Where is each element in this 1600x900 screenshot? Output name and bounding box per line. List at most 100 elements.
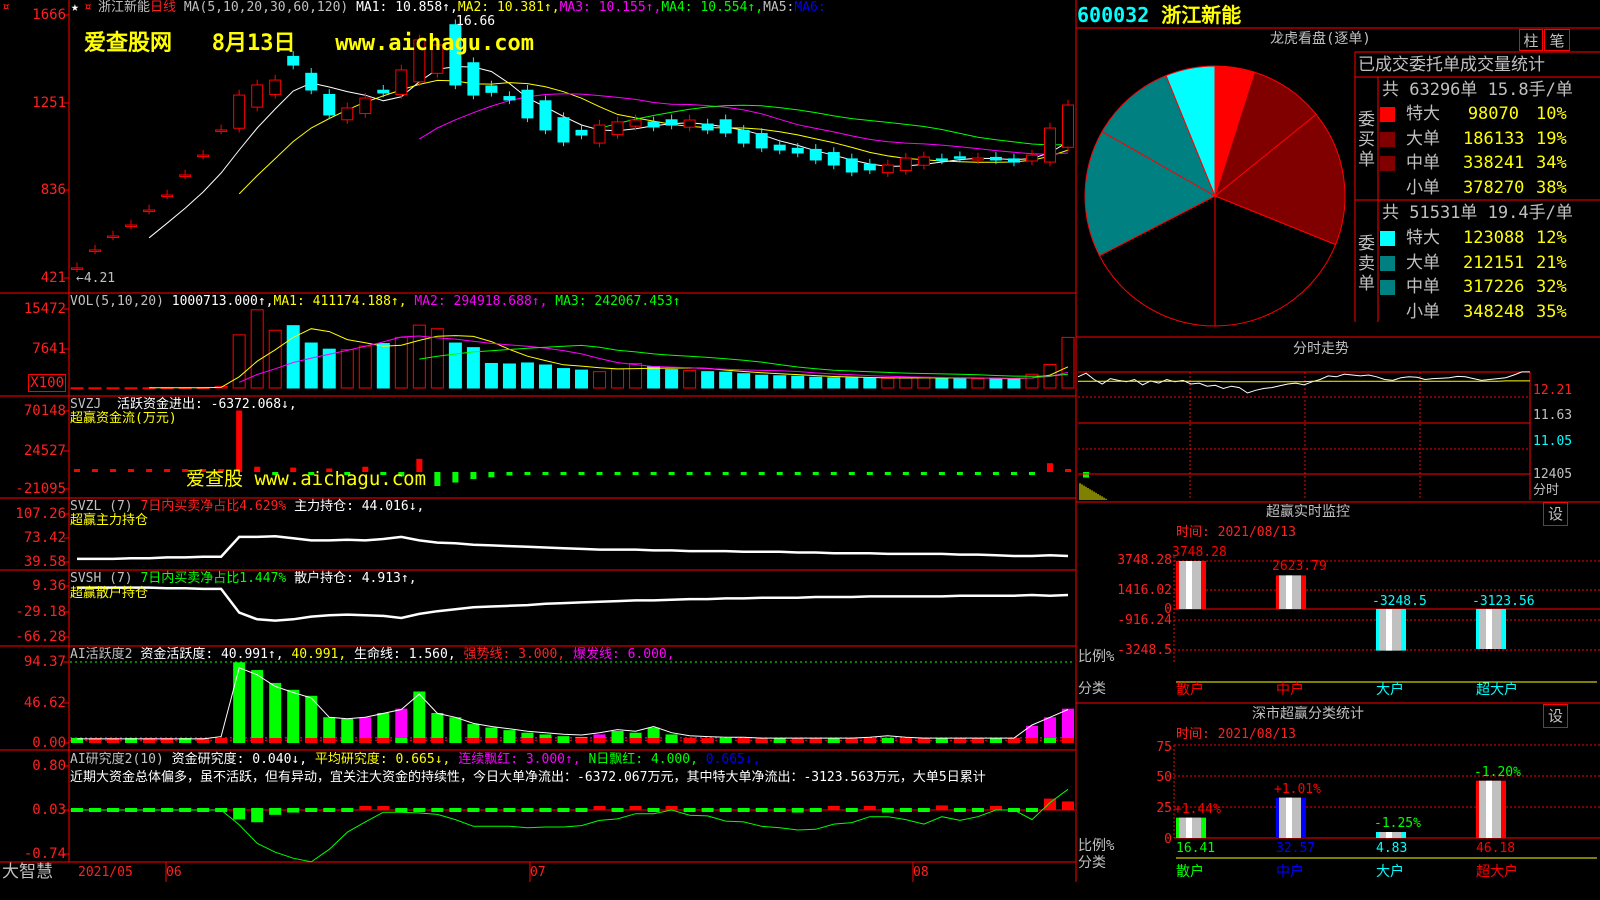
- monitor-title: 超赢实时监控: [1266, 504, 1350, 520]
- ai-active-base-bar: [89, 738, 102, 743]
- stats-title: 已成交委托单成交量统计: [1358, 55, 1545, 75]
- candle-body: [1062, 104, 1074, 148]
- monitor-category[interactable]: 散户: [1176, 682, 1204, 698]
- classify-axis-label: 50: [1156, 770, 1172, 785]
- ai-research-bar: [953, 808, 966, 812]
- monitor-bar-label: 3748.28: [1172, 545, 1227, 560]
- buy-label: 委买单: [1358, 110, 1375, 170]
- ai-active-base-bar: [701, 738, 714, 743]
- svzj-bar: [704, 472, 711, 475]
- candle-body: [971, 157, 984, 161]
- svzj-bar: [812, 472, 819, 475]
- classify-category[interactable]: 散户: [1176, 864, 1204, 880]
- ai-research-bar: [395, 808, 408, 812]
- bar-view-button[interactable]: 柱: [1519, 29, 1543, 51]
- low-price-mark: ←4.21: [76, 271, 116, 286]
- svzj-bar: [956, 472, 963, 475]
- order-percent: 35%: [1536, 301, 1567, 322]
- svzj-bar: [722, 472, 729, 475]
- candle-body: [755, 133, 768, 149]
- intraday-axis-label[interactable]: 分时: [1533, 483, 1560, 498]
- flag-icon: ¤: [2, 0, 10, 15]
- svzl-line: [77, 534, 1069, 561]
- ai-active-bar: [341, 718, 354, 743]
- svsh-subtitle: 超赢散户持仓: [70, 586, 149, 601]
- watermark-url-2: 爱查股 www.aichagu.com: [186, 468, 427, 490]
- svzj-bar: [110, 469, 117, 472]
- pie-title: 龙虎看盘(逐单): [1270, 31, 1371, 47]
- stock-name: 浙江新能: [1161, 3, 1242, 27]
- classify-category[interactable]: 超大户: [1476, 864, 1518, 880]
- ai-research-bar: [755, 808, 768, 812]
- monitor-settings-button[interactable]: 设: [1543, 502, 1568, 526]
- ai-research-bar: [827, 806, 840, 810]
- classify-category[interactable]: 中户: [1276, 864, 1304, 880]
- ai-active-base-bar: [755, 738, 768, 743]
- pie-slice: [1084, 130, 1217, 257]
- classify-settings-button[interactable]: 设: [1543, 704, 1568, 728]
- ai-research-bar: [539, 808, 552, 812]
- ai-research-bar: [557, 808, 570, 812]
- svzj-bar: [794, 472, 801, 475]
- svzj-bar: [758, 472, 765, 475]
- volume-bar: [466, 347, 480, 389]
- volume-ma20-line: [419, 344, 1069, 377]
- ai-active-base-bar: [737, 738, 750, 743]
- classify-category[interactable]: 大户: [1376, 864, 1404, 880]
- ai-active-base-bar: [809, 738, 822, 743]
- intraday-title: 分时走势: [1293, 341, 1349, 357]
- tick-view-button[interactable]: 笔: [1544, 29, 1570, 51]
- svzj-bar: [974, 472, 981, 475]
- svzj-bar: [524, 472, 531, 475]
- intraday-price-line: [1077, 371, 1530, 394]
- volume-unit: X100: [28, 374, 66, 392]
- buy-summary: 共 63296单 15.8手/单: [1382, 80, 1573, 100]
- legend-swatch: [1380, 231, 1395, 246]
- candle-body: [1007, 158, 1020, 163]
- ai-research-axis-label: 0.03: [32, 802, 66, 818]
- ai-research-line: [77, 788, 1069, 863]
- volume-bar: [322, 348, 336, 389]
- order-percent: 38%: [1536, 177, 1567, 198]
- svzj-bar: [470, 472, 477, 480]
- classify-axis-label: 25: [1156, 801, 1172, 816]
- ai-active-bar: [449, 717, 462, 743]
- monitor-category[interactable]: 中户: [1276, 682, 1304, 698]
- ai-research-bar: [431, 808, 444, 812]
- ai-research-bar: [899, 808, 912, 812]
- star-icon[interactable]: ★: [71, 0, 79, 15]
- svzj-bar: [542, 472, 549, 475]
- watermark-date: 8月13日: [211, 31, 296, 56]
- monitor-category[interactable]: 大户: [1376, 682, 1404, 698]
- ai-active-base-bar: [611, 738, 624, 743]
- ai-active-base-bar: [377, 738, 390, 743]
- ai-active-line: [77, 667, 1069, 740]
- monitor-category[interactable]: 超大户: [1476, 682, 1518, 698]
- period-label[interactable]: 日线: [150, 0, 177, 15]
- order-percent: 19%: [1536, 128, 1567, 149]
- svsh-axis-label: 9.36: [32, 578, 66, 594]
- monitor-axis-label: 1416.02: [1117, 583, 1172, 598]
- candle-body: [575, 129, 588, 136]
- order-volume: 98070: [1467, 104, 1519, 124]
- svzj-bar: [1083, 472, 1090, 478]
- order-percent: 10%: [1536, 104, 1567, 124]
- ma6-value: MA6:: [794, 0, 826, 15]
- svzj-bar: [218, 469, 225, 472]
- ai-active-base-bar: [71, 738, 83, 743]
- flag-icon: ¤: [84, 0, 92, 15]
- ai-active-axis-label: 0.00: [32, 735, 66, 751]
- candle-body: [791, 147, 804, 154]
- ai-research-bar: [575, 808, 588, 812]
- ai-active-base-bar: [233, 738, 246, 743]
- ai-research-bar: [521, 808, 534, 812]
- svzj-bar: [776, 472, 783, 475]
- classify-change-label: -1.20%: [1474, 764, 1521, 780]
- ai-active-base-bar: [1043, 738, 1056, 743]
- watermark-site: 爱查股网: [84, 31, 173, 56]
- classify-bar-highlight: [1286, 797, 1292, 838]
- ai-research-bar: [1043, 798, 1056, 810]
- volume-bar: [268, 329, 282, 389]
- ai-research-bar: [251, 808, 264, 823]
